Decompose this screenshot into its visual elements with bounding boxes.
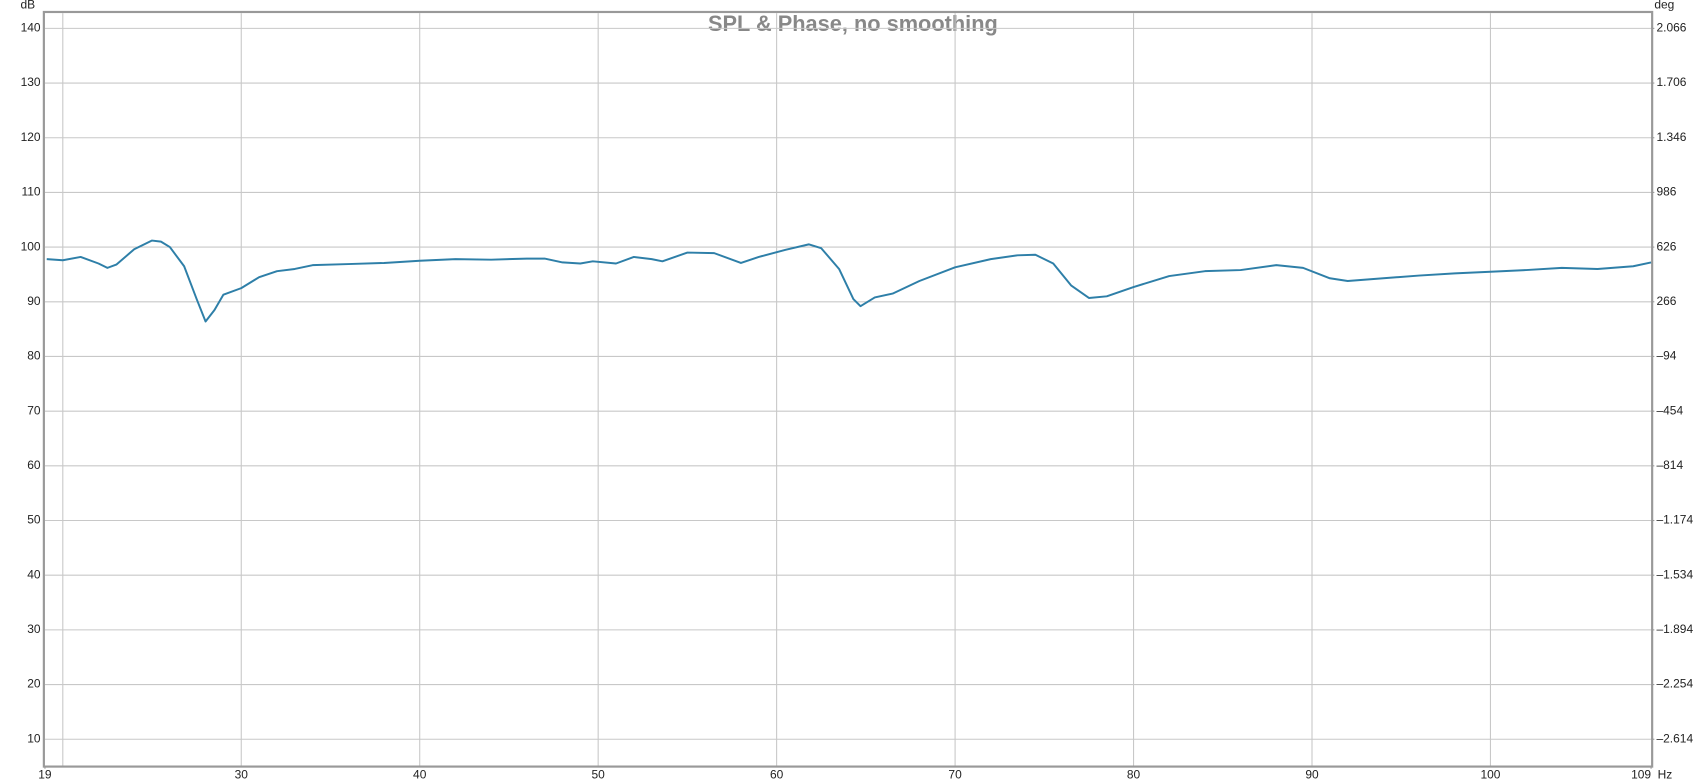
chart-title: SPL & Phase, no smoothing: [708, 11, 998, 36]
y2-tick-label: –1.534: [1657, 567, 1694, 581]
plot-frame: [42, 10, 1654, 768]
y2-tick-label: 266: [1657, 294, 1677, 308]
x-tick-label: 80: [1127, 767, 1141, 781]
y-tick-label: 110: [22, 185, 41, 199]
y-tick-label: 80: [27, 349, 41, 363]
x-tick-label: 60: [770, 767, 784, 781]
y-tick-label: 30: [27, 622, 41, 636]
y-tick-label: 140: [21, 21, 41, 35]
y2-tick-label: 986: [1657, 185, 1677, 199]
y-tick-label: 40: [27, 567, 41, 581]
x-tick-label: 90: [1305, 767, 1319, 781]
x-tick-label: 19: [38, 767, 52, 781]
y-tick-label: 50: [27, 513, 41, 527]
x-tick-label: 109: [1631, 767, 1651, 781]
spl-line: [46, 239, 1652, 323]
y2-tick-label: 1.706: [1657, 75, 1687, 89]
y-tick-label: 20: [27, 677, 41, 691]
x-tick-label: 30: [235, 767, 249, 781]
y2-tick-label: –814: [1657, 458, 1684, 472]
y2-tick-label: 1.346: [1657, 130, 1687, 144]
y2-tick-label: –454: [1657, 403, 1684, 417]
y-unit: dB: [21, 0, 36, 12]
y2-tick-label: –2.614: [1657, 731, 1694, 745]
x-tick-label: 70: [948, 767, 962, 781]
y2-tick-label: 626: [1657, 239, 1677, 253]
y2-tick-label: –2.254: [1657, 677, 1694, 691]
x-tick-label: 100: [1480, 767, 1500, 781]
y2-unit: deg: [1654, 0, 1674, 12]
y-tick-label: 90: [27, 294, 41, 308]
y-tick-label: 120: [21, 130, 41, 144]
x-tick-label: 50: [592, 767, 606, 781]
y2-tick-label: –1.174: [1657, 513, 1694, 527]
y2-tick-label: –94: [1657, 349, 1677, 363]
y-tick-label: 100: [21, 239, 41, 253]
y-tick-label: 10: [27, 731, 41, 745]
y-tick-label: 70: [27, 403, 41, 417]
y2-tick-label: 2.066: [1657, 21, 1687, 35]
x-tick-label: 40: [413, 767, 427, 781]
y2-tick-label: –1.894: [1657, 622, 1694, 636]
x-unit: Hz: [1658, 767, 1673, 781]
y-tick-label: 60: [27, 458, 41, 472]
y-tick-label: 130: [21, 75, 41, 89]
